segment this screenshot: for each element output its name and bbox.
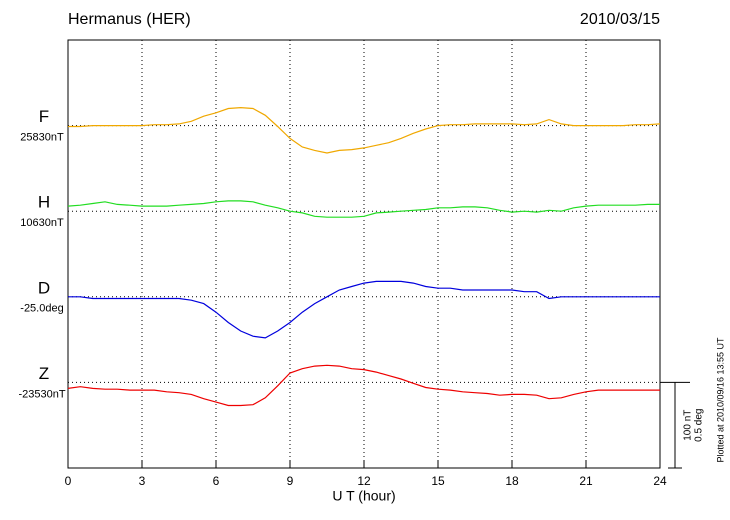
x-tick-label: 21 <box>579 474 593 488</box>
series-line <box>67 364 660 407</box>
chart-date: 2010/03/15 <box>580 11 660 28</box>
x-tick-label: 18 <box>505 474 519 488</box>
series-line <box>67 200 660 218</box>
chart-title: Hermanus (HER) <box>68 11 191 28</box>
legend-label: Z <box>39 364 49 383</box>
footnote: Plotted at 2010/09/16 13:55 UT <box>715 337 725 463</box>
y-tick-label: -23530nT <box>18 388 65 400</box>
series-line <box>68 106 661 154</box>
x-tick-label: 3 <box>139 474 146 488</box>
x-tick-label: 15 <box>431 474 445 488</box>
x-tick-label: 12 <box>357 474 371 488</box>
x-tick-label: 0 <box>65 474 72 488</box>
legend-label: F <box>39 107 49 126</box>
x-tick-label: 6 <box>213 474 220 488</box>
legend-label: H <box>38 193 50 212</box>
series-line <box>68 280 660 339</box>
x-tick-label: 24 <box>653 474 667 488</box>
scale-bar-label: 100 nT <box>683 410 694 441</box>
legend-label: D <box>38 278 50 297</box>
x-tick-label: 9 <box>287 474 294 488</box>
x-axis-label: U T (hour) <box>332 488 395 504</box>
y-tick-label: -25.0deg <box>20 303 63 315</box>
y-tick-label: 25830nT <box>20 132 64 144</box>
y-tick-label: 10630nT <box>20 217 64 229</box>
scale-bar-label: 0.5 deg <box>694 409 705 442</box>
